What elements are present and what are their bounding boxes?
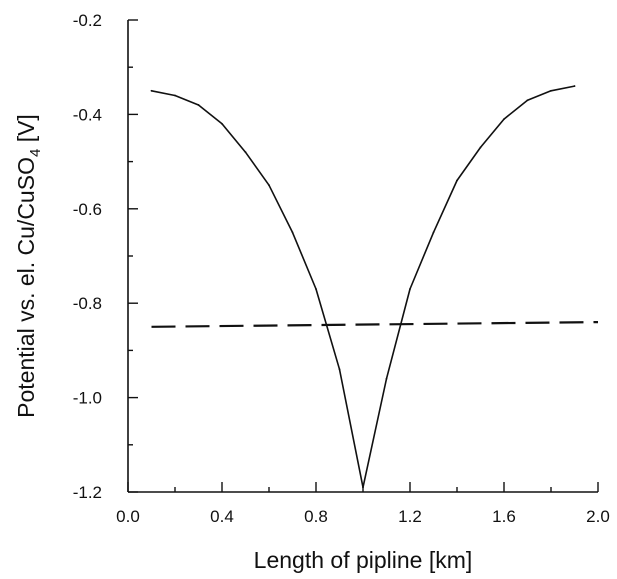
potential-curve-point <box>456 179 458 182</box>
potential-curve-point <box>315 288 317 290</box>
y-axis-title-unit: [V] <box>13 114 39 149</box>
y-axis-title: Potential vs. el. Cu/CuSO4 [V] <box>13 114 44 418</box>
y-tick-label: -1.2 <box>73 483 102 502</box>
potential-curve-point <box>150 89 153 92</box>
axes <box>127 20 598 493</box>
y-tick-label: -0.2 <box>73 11 102 30</box>
x-tick-label: 0.0 <box>116 507 140 526</box>
y-tick-label: -0.8 <box>73 294 102 313</box>
y-tick-label: -1.0 <box>73 389 102 408</box>
potential-curve-point <box>573 85 576 87</box>
y-tick-label: -0.4 <box>73 105 102 124</box>
potential-curve-point <box>479 146 482 149</box>
x-tick-label: 2.0 <box>586 507 610 526</box>
y-axis-title-subscript: 4 <box>27 149 44 157</box>
potential-curve-point <box>550 89 552 92</box>
potential-curve-line <box>151 85 575 489</box>
potential-curve-point <box>197 104 200 106</box>
y-axis-title-main: Potential vs. el. Cu/CuSO <box>13 157 39 418</box>
potential-curve-point <box>268 184 270 187</box>
x-tick-label: 0.8 <box>304 507 328 526</box>
dashed-threshold-line <box>151 321 599 328</box>
potential-curve-point <box>409 288 411 290</box>
potential-curve-point <box>526 99 529 102</box>
potential-curve-point <box>221 122 223 125</box>
ticks <box>127 19 599 493</box>
potential-curve-point <box>291 231 294 234</box>
series-group <box>150 85 599 489</box>
x-tick-label: 0.4 <box>210 507 234 526</box>
x-tick-label: 1.2 <box>398 507 422 526</box>
potential-curve-point <box>362 486 364 489</box>
tick-labels: 0.0 0.4 0.8 1.2 1.6 2.0 -0.2 -0.4 -0.6 -0.8 -1.0 -1… <box>73 11 610 526</box>
potential-curve-point <box>432 231 435 234</box>
x-axis-title: Length of pipline [km] <box>254 547 473 573</box>
potential-curve-point <box>385 377 388 380</box>
y-tick-label: -0.6 <box>73 200 102 219</box>
potential-curve-point <box>338 368 341 371</box>
potential-curve-point <box>503 118 505 121</box>
potential-curve-point <box>244 151 247 154</box>
x-tick-label: 1.6 <box>492 507 516 526</box>
potential-curve-point <box>174 94 176 97</box>
